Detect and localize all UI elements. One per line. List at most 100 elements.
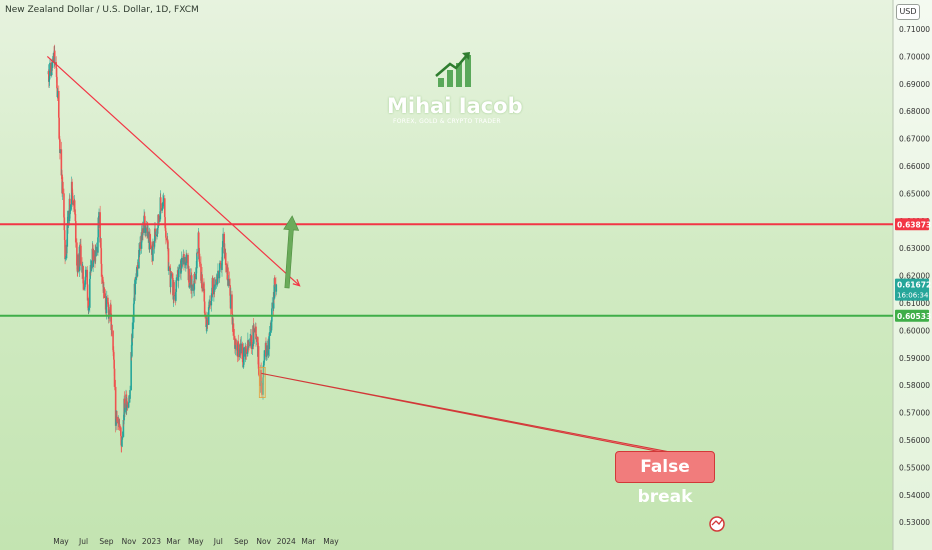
candle-body <box>122 420 125 437</box>
candle-body <box>64 258 67 260</box>
candle-body <box>89 271 91 279</box>
candle-body <box>141 234 144 241</box>
last-price-tag <box>895 278 929 301</box>
candle-body <box>275 284 278 292</box>
candle-body <box>87 307 90 311</box>
y-tick-label: 0.63000 <box>899 244 930 253</box>
candle-body <box>126 402 128 405</box>
y-tick-label: 0.65000 <box>899 189 930 198</box>
candle-body <box>221 247 224 261</box>
candle-body <box>247 345 250 348</box>
y-tick-label: 0.62000 <box>899 272 930 281</box>
candle-body <box>149 240 152 242</box>
candle-body <box>67 210 69 228</box>
candle-body <box>270 321 273 331</box>
candle-body <box>124 407 126 413</box>
candle-body <box>250 335 252 342</box>
y-tick-label: 0.68000 <box>899 107 930 116</box>
candle-body <box>271 302 274 309</box>
candle-body <box>199 261 201 264</box>
candle-body <box>192 284 195 286</box>
candle-body <box>63 230 66 241</box>
logo-tagline: FOREX, GOLD & CRYPTO TRADER <box>393 118 501 125</box>
candle-body <box>163 198 166 218</box>
candle-body <box>205 325 208 328</box>
y-tick-label: 0.67000 <box>899 135 930 144</box>
candle-body <box>74 209 76 214</box>
candle-body <box>228 278 231 286</box>
support-price-tag <box>895 309 929 322</box>
candle-body <box>74 213 77 222</box>
candle-body <box>265 355 268 357</box>
y-tick-label: 0.60000 <box>899 326 930 335</box>
currency-button[interactable]: USD <box>896 4 920 20</box>
candle-body <box>169 266 171 272</box>
candle-body <box>265 356 268 358</box>
candle-body <box>205 315 207 328</box>
x-tick-label: May <box>53 537 69 546</box>
y-tick-label: 0.70000 <box>899 52 930 61</box>
candle-body <box>203 301 206 314</box>
candle-body <box>87 298 90 311</box>
candle-body <box>107 297 109 305</box>
trendline <box>46 55 300 287</box>
candle-body <box>214 284 216 290</box>
candle-body <box>218 262 221 272</box>
candle-body <box>234 344 237 349</box>
candle-body <box>211 277 214 295</box>
projection-arrow <box>283 215 300 289</box>
candle-body <box>230 294 232 309</box>
candle-body <box>193 273 196 276</box>
candle-body <box>58 138 61 140</box>
candle-body <box>175 280 178 292</box>
candle-body <box>72 195 74 203</box>
candle-body <box>134 280 137 295</box>
candle-body <box>107 304 110 307</box>
candle-body <box>98 212 100 226</box>
y-tick-label: 0.53000 <box>899 518 930 527</box>
candle-body <box>204 313 206 316</box>
candle-body <box>255 337 258 340</box>
candle-body <box>100 263 103 277</box>
candle-body <box>69 204 72 210</box>
candle-body <box>100 248 103 264</box>
candle-body <box>196 252 199 254</box>
y-tick-label: 0.57000 <box>899 409 930 418</box>
x-tick-label: Mar <box>166 537 181 546</box>
candle-body <box>241 343 244 360</box>
candle-body <box>50 62 53 76</box>
candle-body <box>168 266 170 271</box>
candle-body <box>203 288 206 302</box>
candle-body <box>197 232 200 248</box>
x-tick-label: May <box>323 537 339 546</box>
candle-body <box>140 232 143 249</box>
candle-body <box>191 284 193 291</box>
candle-body <box>227 267 229 286</box>
candle-body <box>131 322 134 339</box>
symbol-title: New Zealand Dollar / U.S. Dollar, 1D, FX… <box>5 5 199 15</box>
candle-body <box>102 281 105 293</box>
last-price-label: 0.61672 <box>897 281 931 290</box>
x-tick-label: Mar <box>301 537 316 546</box>
candle-body <box>231 294 233 314</box>
bar-chart-logo-icon <box>435 52 471 87</box>
logo-name: Mihai Iacob <box>387 94 523 118</box>
candle-body <box>149 241 152 249</box>
y-tick-label: 0.56000 <box>899 436 930 445</box>
candle-body <box>175 277 178 281</box>
candle-body <box>83 287 86 290</box>
candle-body <box>255 326 257 340</box>
candle-body <box>121 436 124 440</box>
candle-body <box>86 284 89 301</box>
candle-body <box>223 233 226 254</box>
candle-body <box>136 265 139 277</box>
candle-body <box>138 248 141 255</box>
candle-body <box>162 202 164 209</box>
candle-body <box>178 268 180 278</box>
candle-body <box>200 263 202 281</box>
candle-body <box>153 241 156 247</box>
candle-body <box>144 228 147 233</box>
candle-body <box>210 300 213 306</box>
x-tick-label: 2024 <box>277 537 296 546</box>
